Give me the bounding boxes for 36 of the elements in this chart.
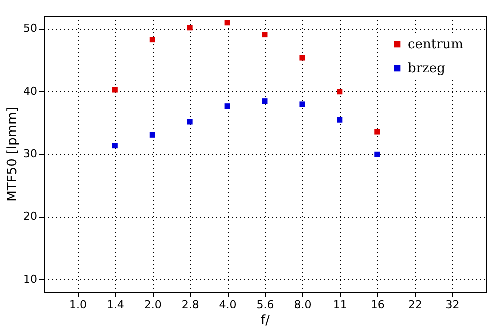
point [300, 55, 306, 61]
point [262, 98, 268, 104]
x-tick-label: 4.0 [219, 298, 237, 312]
x-tick-label: 2.8 [182, 298, 200, 312]
y-tick-label: 30 [24, 148, 38, 160]
point [374, 152, 380, 158]
x-tick-label: 32 [446, 298, 460, 312]
y-axis-title: MTF50 [lpmm] [6, 107, 21, 202]
point [224, 104, 230, 110]
x-tick-label: 11 [333, 298, 348, 312]
point [224, 20, 230, 26]
point [112, 143, 118, 149]
x-tick-label: 22 [408, 298, 422, 312]
point [187, 25, 193, 31]
x-tick-label: 5.6 [256, 298, 274, 312]
point [112, 87, 118, 93]
y-tick-label: 40 [24, 84, 38, 98]
x-tick-label: 2.0 [144, 298, 162, 312]
point [300, 102, 306, 108]
legend-label: brzeg [408, 62, 446, 76]
x-tick-label: 16 [370, 298, 385, 312]
point [374, 129, 380, 135]
x-tick-label: 1.0 [69, 298, 87, 312]
point [150, 37, 156, 43]
point [150, 132, 156, 138]
point [262, 32, 268, 38]
y-tick-label: 20 [24, 210, 38, 224]
point [337, 117, 343, 123]
point [187, 119, 193, 125]
legend-label: centrum [408, 38, 464, 52]
x-tick-label: 1.4 [106, 298, 124, 312]
x-axis-title: f/ [261, 314, 271, 328]
y-tick-label: 50 [24, 22, 38, 36]
y-tick-label: 10 [24, 272, 38, 286]
x-tick-label: 8.0 [294, 298, 312, 312]
point [337, 89, 343, 95]
